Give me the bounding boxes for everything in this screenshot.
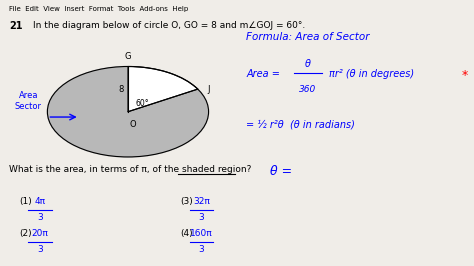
Text: G: G — [125, 52, 131, 61]
Text: In the diagram below of circle O, GO = 8 and m∠GOJ = 60°.: In the diagram below of circle O, GO = 8… — [33, 21, 305, 30]
Text: Area
Sector: Area Sector — [15, 92, 42, 111]
Text: (4): (4) — [180, 229, 193, 238]
Text: File  Edit  View  Insert  Format  Tools  Add-ons  Help: File Edit View Insert Format Tools Add-o… — [9, 6, 189, 12]
Text: (1): (1) — [19, 197, 32, 206]
Text: 3: 3 — [37, 245, 43, 254]
Text: 3: 3 — [199, 245, 204, 254]
Text: O: O — [129, 120, 136, 129]
Text: πr² (θ in degrees): πr² (θ in degrees) — [329, 69, 415, 79]
Text: Formula: Area of Sector: Formula: Area of Sector — [246, 32, 370, 42]
Text: What is the area, in terms of π, of the shaded region?: What is the area, in terms of π, of the … — [9, 165, 252, 174]
Circle shape — [47, 66, 209, 157]
Text: (3): (3) — [180, 197, 193, 206]
Text: 3: 3 — [199, 213, 204, 222]
Text: J: J — [207, 85, 210, 94]
Text: 3: 3 — [37, 213, 43, 222]
Text: 20π: 20π — [32, 229, 49, 238]
Text: 60°: 60° — [135, 99, 149, 108]
Text: (2): (2) — [19, 229, 32, 238]
Wedge shape — [128, 66, 198, 112]
Text: 32π: 32π — [193, 197, 210, 206]
Text: θ: θ — [305, 59, 311, 69]
Text: θ =: θ = — [270, 165, 292, 178]
Text: Area =: Area = — [246, 69, 280, 79]
Text: 4π: 4π — [35, 197, 46, 206]
Text: 160π: 160π — [190, 229, 213, 238]
Text: 21: 21 — [9, 21, 23, 31]
Text: 360: 360 — [300, 85, 317, 94]
Text: = ½ r²θ  (θ in radians): = ½ r²θ (θ in radians) — [246, 120, 356, 130]
Text: *: * — [462, 69, 468, 82]
Text: 8: 8 — [118, 85, 124, 94]
